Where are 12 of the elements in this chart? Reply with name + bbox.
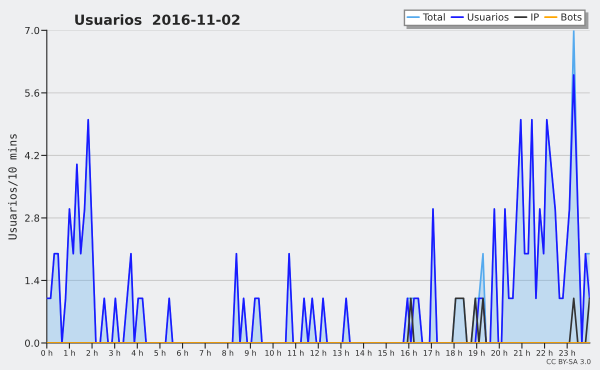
legend-label: IP	[531, 13, 539, 21]
chart-title: Usuarios 2016-11-02	[75, 14, 240, 25]
y-tick-label: 7.0	[25, 26, 40, 34]
y-tick-label: 0.0	[25, 339, 40, 347]
y-tick-label: 4.2	[24, 152, 39, 160]
legend-label: Usuarios	[468, 13, 509, 21]
y-axis-title: Usuarios/10 mins	[8, 134, 18, 240]
y-tick-label: 1.4	[25, 277, 40, 284]
legend-label: Total	[422, 13, 445, 21]
y-tick-label: 2.8	[25, 214, 40, 222]
y-tick-label: 5.6	[25, 89, 40, 97]
legend-label: Bots	[561, 13, 582, 21]
